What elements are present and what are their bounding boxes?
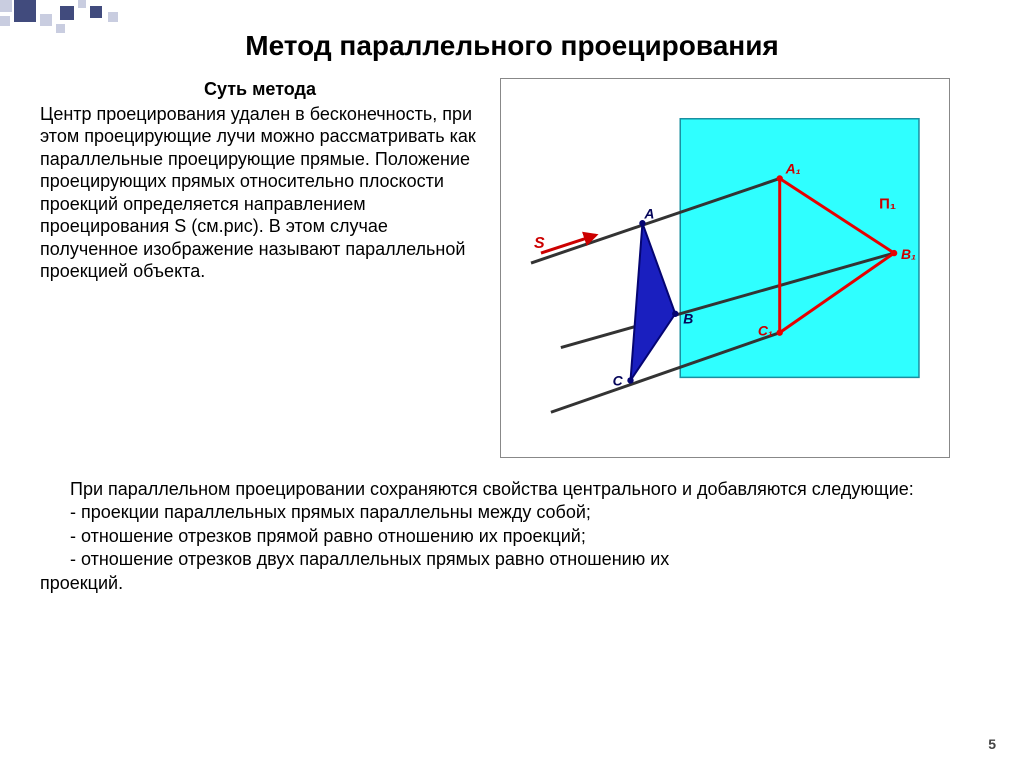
diagram-container: S П₁ A B C A₁ B₁ C₁ <box>500 78 950 458</box>
page-title: Метод параллельного проецирования <box>0 0 1024 78</box>
svg-text:C₁: C₁ <box>758 323 773 339</box>
lower-text: При параллельном проецировании сохраняют… <box>0 458 1024 595</box>
body-paragraph: Центр проецирования удален в бесконечнос… <box>40 103 480 283</box>
svg-text:B: B <box>683 311 693 327</box>
subtitle: Суть метода <box>40 78 480 101</box>
svg-text:B₁: B₁ <box>901 246 916 262</box>
lower-item-1: - проекции параллельных прямых параллель… <box>70 501 984 524</box>
corner-decoration <box>0 0 140 40</box>
svg-text:A: A <box>643 205 654 221</box>
text-column: Суть метода Центр проецирования удален в… <box>40 78 480 458</box>
projection-diagram: S П₁ A B C A₁ B₁ C₁ <box>501 79 949 457</box>
lower-item-2: - отношение отрезков прямой равно отноше… <box>70 525 984 548</box>
svg-text:П₁: П₁ <box>879 195 896 212</box>
svg-text:A₁: A₁ <box>785 161 801 177</box>
page-number: 5 <box>988 736 996 752</box>
svg-text:S: S <box>534 235 545 252</box>
lower-item-3a: - отношение отрезков двух параллельных п… <box>70 548 984 571</box>
lower-lead: При параллельном проецировании сохраняют… <box>70 478 984 501</box>
lower-item-3b: проекций. <box>40 572 984 595</box>
upper-section: Суть метода Центр проецирования удален в… <box>0 78 1024 458</box>
svg-text:C: C <box>613 372 624 388</box>
